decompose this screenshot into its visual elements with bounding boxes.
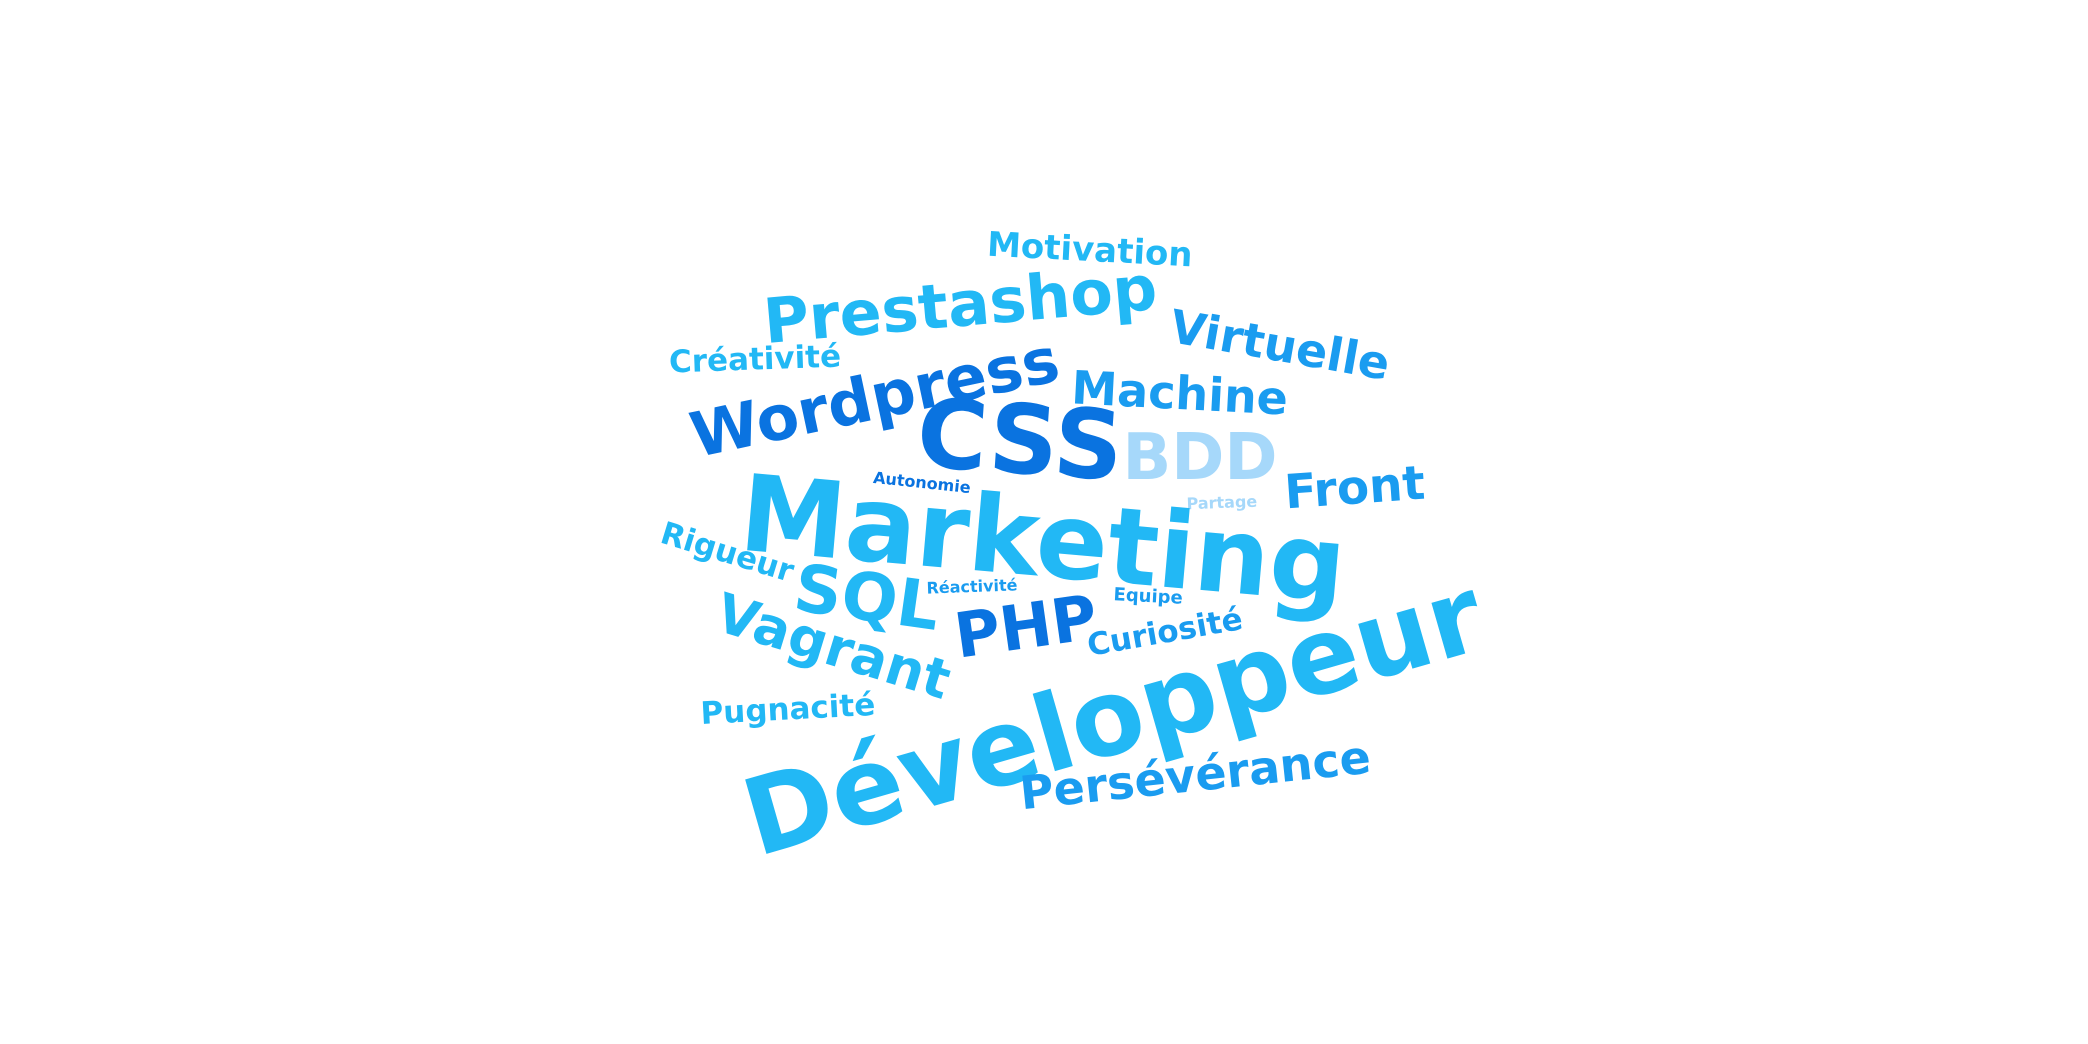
cloud-word-php: PHP (950, 580, 1102, 673)
cloud-word-pugnacite: Pugnacité (699, 686, 877, 733)
cloud-word-equipe: Equipe (1113, 584, 1184, 609)
cloud-word-bdd: BDD (1122, 421, 1278, 495)
